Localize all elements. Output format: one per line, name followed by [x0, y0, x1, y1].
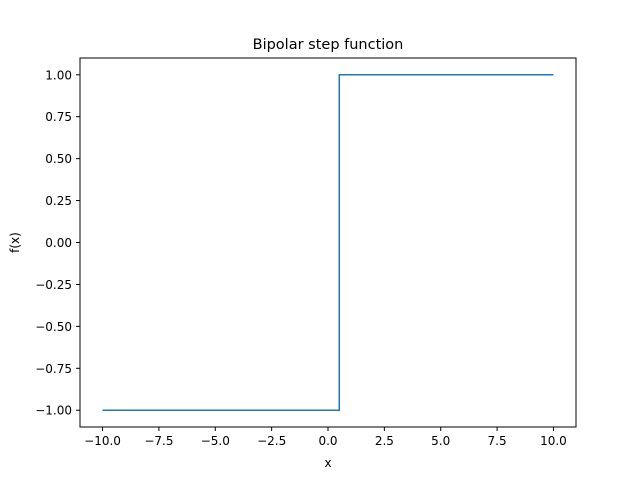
- y-tick-label: −0.50: [35, 320, 72, 334]
- series-layer: [102, 74, 554, 411]
- x-axis: −10.0 −7.5 −5.0 −2.5 0.0 2.5 5.0 7.5 10.0: [84, 427, 567, 448]
- x-tick-label: 5.0: [431, 434, 450, 448]
- y-tick-label: −0.25: [35, 278, 72, 292]
- x-tick-label: 0.0: [318, 434, 337, 448]
- chart-title: Bipolar step function: [253, 37, 404, 53]
- x-axis-label: x: [324, 456, 331, 470]
- y-tick-label: −1.00: [35, 404, 72, 418]
- plot-area: [80, 58, 576, 427]
- y-tick-label: 0.00: [45, 236, 72, 250]
- step-series-line: [102, 74, 554, 411]
- x-tick-label: −5.0: [201, 434, 230, 448]
- y-tick-label: 1.00: [45, 68, 72, 82]
- y-tick-label: 0.50: [45, 152, 72, 166]
- y-tick-label: 0.25: [45, 194, 72, 208]
- y-tick-label: 0.75: [45, 110, 72, 124]
- x-tick-label: −2.5: [257, 434, 286, 448]
- x-tick-label: 2.5: [375, 434, 394, 448]
- y-axis-label: f(x): [8, 232, 22, 253]
- x-tick-label: 10.0: [540, 434, 567, 448]
- x-tick-label: −7.5: [144, 434, 173, 448]
- x-tick-label: −10.0: [84, 434, 121, 448]
- y-axis: −1.00 −0.75 −0.50 −0.25 0.00 0.25 0.50 0.75 1.00: [35, 68, 80, 418]
- y-tick-label: −0.75: [35, 362, 72, 376]
- x-tick-label: 7.5: [488, 434, 507, 448]
